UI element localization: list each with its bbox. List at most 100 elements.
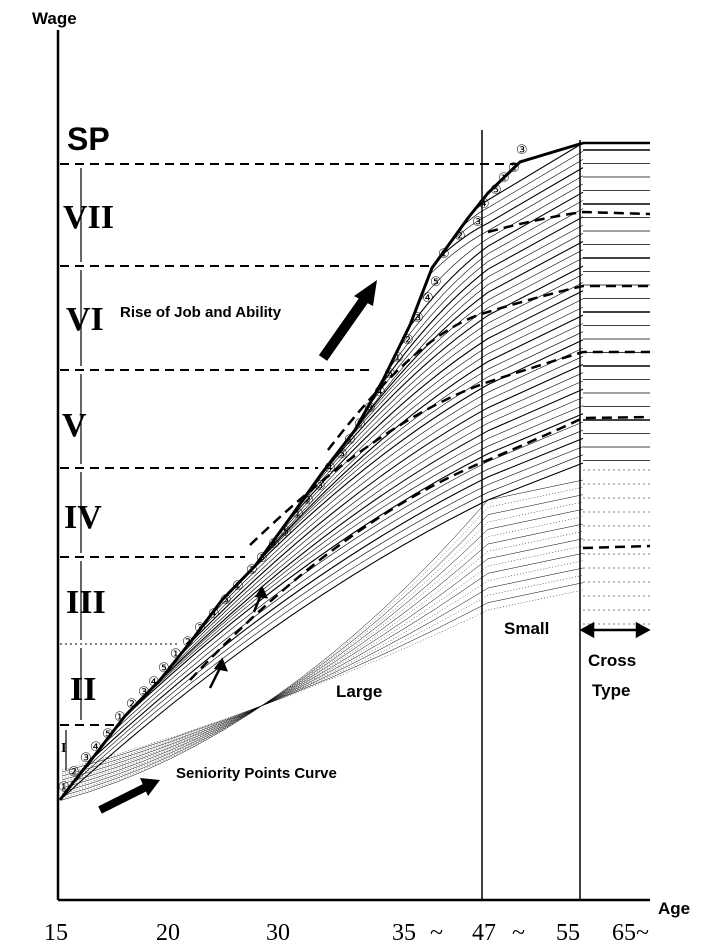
step-marker: ③ — [256, 551, 268, 566]
fan-curve-lower — [61, 501, 584, 795]
step-marker: ④ — [148, 675, 160, 690]
x-axis-label: Age — [658, 899, 690, 918]
grade-v: V — [62, 407, 87, 444]
step-marker: ③ — [412, 311, 424, 326]
step-marker: ① — [392, 351, 404, 366]
x-tick-65: 65~ — [612, 920, 649, 946]
step-marker: ⑤ — [280, 525, 292, 540]
fan-curve-lower — [61, 575, 584, 775]
fan-curve — [112, 421, 584, 733]
large-label: Large — [336, 682, 382, 701]
fan-curve — [397, 200, 584, 351]
step-marker: ⑤ — [102, 727, 114, 742]
fan-curve-lower — [61, 487, 584, 799]
step-marker: ③ — [516, 143, 528, 158]
fan-curve-lower — [61, 516, 584, 791]
x-tick-55: 55 — [556, 920, 580, 946]
step-marker: ⑤ — [490, 183, 502, 198]
fan-curve-lower — [61, 509, 584, 793]
rise-of-job-ability-curve — [58, 141, 584, 801]
fan-curve — [122, 413, 584, 719]
fan-curve — [80, 446, 584, 773]
x-tick-labels: 15 20 30 35 ~ 47 ~ 55 65~ — [44, 920, 649, 946]
step-marker: ④ — [268, 537, 280, 552]
fan-curve — [355, 233, 584, 430]
fan-curve — [228, 331, 584, 594]
x-tick-tilde-2: ~ — [512, 920, 525, 946]
step-marker: ④ — [374, 385, 386, 400]
grade-i: I — [61, 741, 66, 756]
fan-curve-lower — [61, 567, 584, 777]
grade-boundaries — [60, 163, 520, 726]
fan-curve — [207, 347, 584, 620]
cross-type-arrow — [579, 621, 651, 639]
fan-curve — [154, 388, 584, 686]
fan-curve — [312, 265, 584, 486]
grade-iv: IV — [64, 499, 102, 536]
fan-curve — [196, 356, 584, 634]
step-marker: ① — [292, 507, 304, 522]
step-marker: ③ — [472, 215, 484, 230]
fan-curve-lower — [61, 531, 584, 787]
step-marker: ② — [302, 493, 314, 508]
fan-curve — [302, 274, 584, 501]
seniority-arrow — [98, 778, 160, 814]
fan-curve — [429, 175, 584, 276]
fan-curve-lower — [61, 538, 584, 785]
step-marker: ④ — [478, 197, 490, 212]
grade-vi: VI — [66, 301, 104, 338]
fan-curve-lower — [61, 545, 584, 783]
step-marker: ① — [344, 433, 356, 448]
fan-curve — [386, 208, 584, 372]
step-marker: ② — [454, 229, 466, 244]
rise-arrow — [318, 280, 377, 361]
step-marker: ④ — [208, 607, 220, 622]
seniority-label: Seniority Points Curve — [176, 765, 337, 782]
fan-curve — [418, 183, 584, 303]
wage-curve-fan — [59, 142, 584, 801]
fan-curve — [91, 437, 584, 760]
rise-label: Rise of Job and Ability — [120, 304, 282, 321]
step-marker: ② — [402, 333, 414, 348]
fan-curve-lower — [61, 582, 584, 773]
small-label: Small — [504, 619, 549, 638]
x-tick-30: 30 — [266, 920, 290, 946]
fan-curve-lower — [61, 479, 584, 801]
step-marker: ⑤ — [158, 661, 170, 676]
step-marker: ③ — [138, 685, 150, 700]
x-tick-47: 47 — [472, 920, 496, 946]
step-marker: ③ — [80, 751, 92, 766]
x-tick-tilde-1: ~ — [430, 920, 443, 946]
step-marker: ③ — [314, 479, 326, 494]
fan-curve — [59, 462, 584, 801]
cross-label: Cross — [588, 651, 636, 670]
fan-curve — [249, 314, 584, 572]
grade-ii: II — [70, 671, 96, 708]
step-marker: ⑤ — [220, 593, 232, 608]
grade-range-arrows — [65, 168, 82, 770]
grade-vii: VII — [63, 199, 114, 236]
fan-curve — [281, 290, 584, 530]
fan-curve — [344, 241, 584, 444]
y-axis-label: Wage — [32, 9, 77, 28]
fan-curve-lower — [61, 553, 584, 781]
fan-curve-lower — [61, 589, 584, 771]
fan-curve — [70, 454, 584, 787]
fan-curve — [365, 224, 584, 411]
step-marker: ⑤ — [384, 367, 396, 382]
fan-curve — [186, 363, 584, 648]
fan-curve — [291, 282, 584, 516]
step-marker: ⑤ — [336, 447, 348, 462]
step-marker: ④ — [324, 461, 336, 476]
grade-iii: III — [66, 584, 106, 621]
step-marker: ⑤ — [430, 275, 442, 290]
fan-curve — [323, 257, 584, 471]
fan-curve — [101, 429, 584, 746]
fan-curve-lower — [61, 494, 584, 797]
fan-curve — [144, 397, 584, 697]
step-marker: ① — [232, 579, 244, 594]
step-marker: ④ — [90, 740, 102, 755]
fan-curve-lower — [61, 560, 584, 779]
fan-curve — [270, 298, 584, 545]
fan-curve — [334, 249, 584, 457]
